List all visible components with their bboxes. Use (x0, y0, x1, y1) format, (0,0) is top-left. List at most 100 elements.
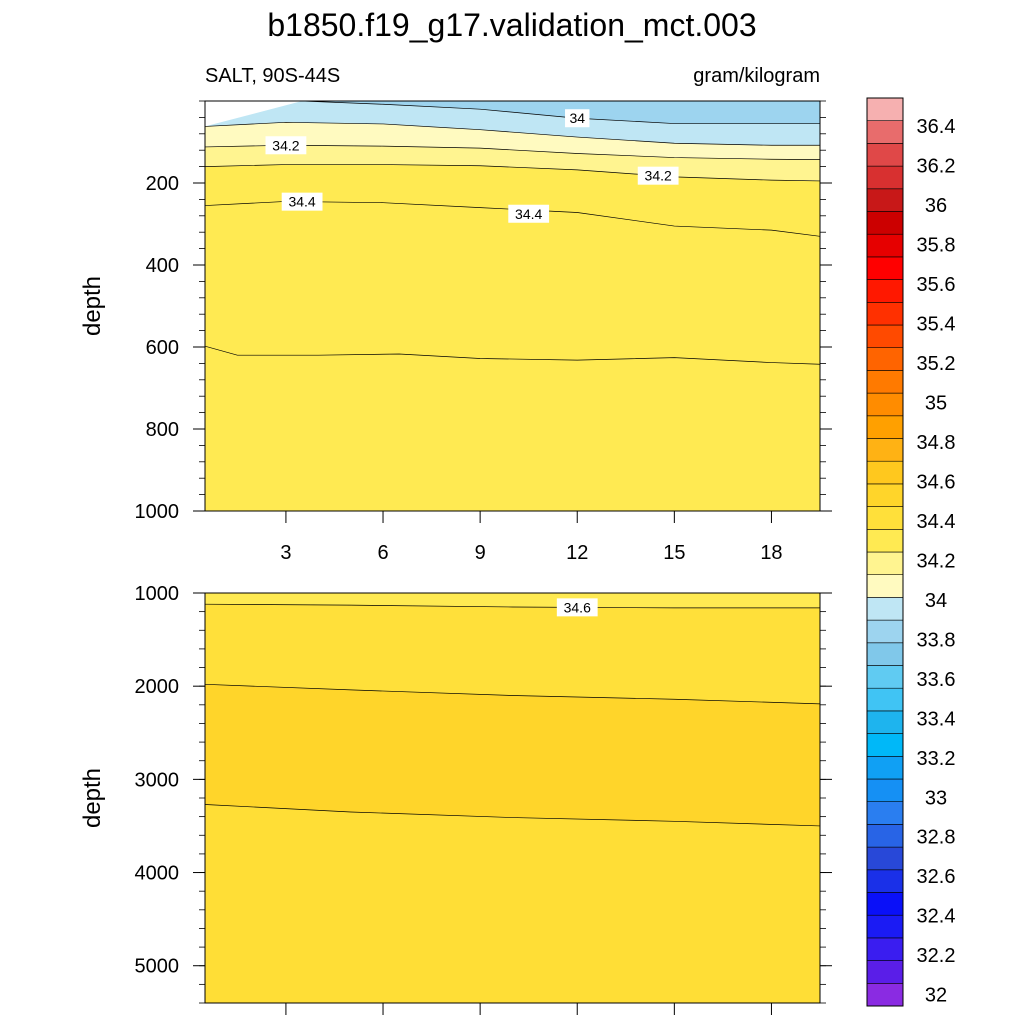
colorbar-swatch (866, 824, 904, 848)
colorbar-swatch (866, 483, 904, 507)
colorbar-swatch (866, 665, 904, 689)
contour-label-box (556, 598, 598, 617)
y-tick-label: 1000 (135, 583, 180, 605)
colorbar-swatch (866, 528, 904, 553)
colorbar-swatch (866, 960, 904, 984)
colorbar-label: 33.8 (917, 629, 956, 651)
y-axis-label: depth (79, 768, 106, 828)
y-tick-label: 800 (146, 419, 179, 441)
colorbar-swatch (866, 279, 904, 303)
colorbar-swatch (866, 937, 904, 961)
colorbar-label: 33.4 (917, 708, 956, 730)
colorbar-swatch (866, 460, 904, 485)
colorbar-label: 34.4 (917, 511, 956, 533)
x-tick-label: 18 (760, 542, 782, 564)
colorbar-swatch (866, 914, 904, 939)
y-tick-label: 1000 (135, 501, 180, 523)
colorbar-label: 35.2 (917, 353, 956, 375)
colorbar-swatch (866, 846, 904, 871)
y-tick-label: 400 (146, 255, 179, 277)
colorbar-swatch (866, 233, 904, 258)
colorbar-label: 35 (925, 392, 947, 414)
colorbar-swatch (866, 347, 904, 371)
colorbar-swatch (866, 982, 904, 1007)
x-tick-label: 12 (566, 542, 588, 564)
colorbar-swatch (866, 97, 904, 122)
contour-label-box (281, 192, 323, 211)
x-tick-label: 6 (377, 542, 388, 564)
colorbar-label: 32.4 (917, 906, 956, 928)
colorbar-swatch (866, 755, 904, 780)
y-tick-label: 600 (146, 337, 179, 359)
colorbar-label: 33 (925, 787, 947, 809)
contour-label: 34.6 (564, 599, 591, 615)
y-tick-label: 2000 (135, 676, 180, 698)
contour-fill-band (205, 593, 820, 608)
y-tick-label: 200 (146, 173, 179, 195)
plot-frame (204, 100, 821, 512)
x-tick-label: 15 (663, 542, 685, 564)
colorbar-label: 34.2 (917, 550, 956, 572)
colorbar-label: 34.6 (917, 471, 956, 493)
x-tick-label: 3 (280, 542, 291, 564)
contour-label-box (508, 204, 550, 223)
colorbar-swatch (866, 574, 904, 598)
colorbar-swatch (866, 324, 904, 349)
contour-fill-band (205, 101, 820, 146)
colorbar-label: 32.6 (917, 866, 956, 888)
colorbar-swatch (866, 687, 904, 712)
colorbar-label: 34.8 (917, 432, 956, 454)
colorbar-label: 33.6 (917, 669, 956, 691)
colorbar-swatch (866, 710, 904, 734)
contour-fill-band (205, 684, 820, 826)
contour-label: 34.2 (645, 168, 672, 184)
chart-panels: 34 34.2 34.2 34.4 34.4 200 400 600 800 1000 3 6 9 12 1… (79, 100, 832, 1015)
contour-label-box (565, 109, 590, 128)
colorbar-label: 32 (925, 985, 947, 1007)
contour-line (205, 683, 820, 705)
colorbar-label: 35.6 (917, 274, 956, 296)
colorbar-swatch (866, 869, 904, 893)
colorbar-swatch (866, 892, 904, 916)
colorbar-swatch (866, 143, 904, 167)
colorbar-label: 35.4 (917, 314, 956, 336)
x-tick-label: 9 (475, 542, 486, 564)
colorbar-swatch (866, 642, 904, 666)
colorbar-swatch (866, 438, 904, 462)
colorbar-swatch (866, 301, 904, 326)
colorbar-swatch (866, 165, 904, 190)
contour-fill-band (205, 201, 820, 365)
colorbar-swatch (866, 392, 904, 417)
contour-fill-band (205, 804, 820, 1003)
contour-label: 34.2 (272, 137, 299, 153)
contour-line (205, 345, 820, 365)
colorbar-swatch (866, 188, 904, 212)
contour-fill-band (205, 346, 820, 511)
colorbar-swatch (866, 370, 904, 394)
colorbar-label: 33.2 (917, 748, 956, 770)
panel-2: 34.6 1000 2000 3000 4000 5000 depth (79, 583, 832, 1015)
colorbar-label: 36.2 (917, 156, 956, 178)
panel-1: 34 34.2 34.2 34.4 34.4 200 400 600 800 1000 3 6 9 12 1… (79, 100, 832, 564)
y-tick-label: 5000 (135, 956, 180, 978)
colorbar-swatch (866, 256, 904, 280)
contour-label: 34 (569, 110, 585, 126)
colorbar-swatch (866, 619, 904, 644)
colorbar-swatch (866, 506, 904, 530)
colorbar-label: 35.8 (917, 235, 956, 257)
colorbar-label: 34 (925, 590, 947, 612)
contour-fills (205, 593, 820, 1003)
y-tick-label: 3000 (135, 769, 180, 791)
colorbar-swatch (866, 415, 904, 439)
colorbar-frame (866, 97, 904, 1007)
colorbar-label: 36 (925, 195, 947, 217)
y-axis-label: depth (79, 276, 106, 336)
colorbar-label: 32.8 (917, 827, 956, 849)
contour-line (205, 804, 820, 827)
contour-label-box (265, 136, 307, 155)
y-tick-label: 4000 (135, 863, 180, 885)
colorbar-swatch (866, 778, 904, 803)
colorbar-swatch (866, 120, 904, 144)
